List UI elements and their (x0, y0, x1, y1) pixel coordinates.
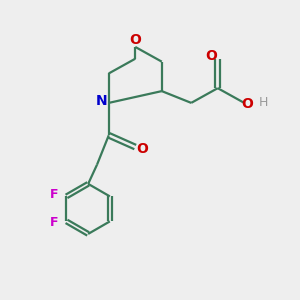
Text: O: O (241, 98, 253, 111)
Text: H: H (259, 96, 268, 110)
Text: N: N (96, 94, 107, 108)
Text: O: O (205, 50, 217, 63)
Text: O: O (137, 142, 148, 155)
Text: F: F (50, 188, 58, 201)
Text: F: F (50, 216, 58, 230)
Text: O: O (129, 34, 141, 47)
